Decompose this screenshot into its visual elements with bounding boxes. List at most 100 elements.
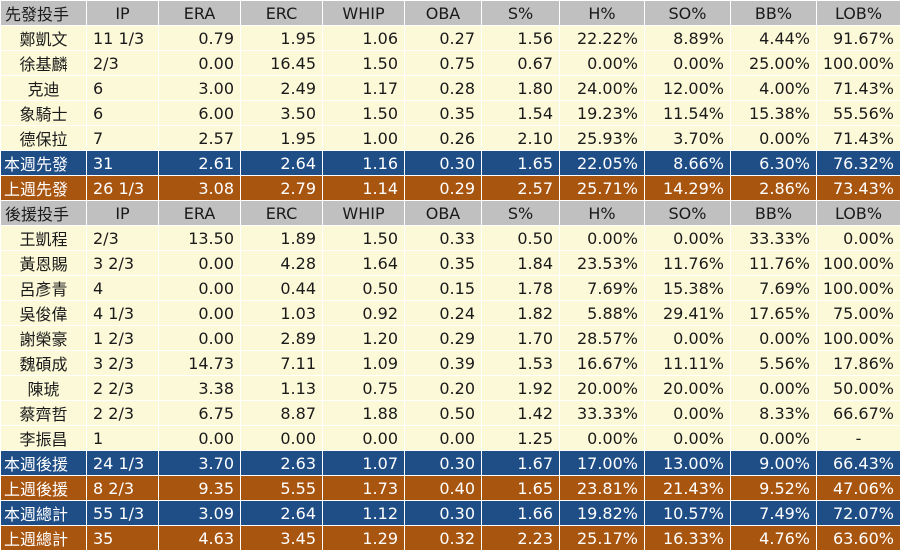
- reliever-oba-cell: 0.15: [404, 275, 482, 301]
- starter-whip-cell: 1.17: [322, 75, 405, 101]
- reliever-ip-cell: 2 2/3: [86, 400, 159, 426]
- starter-bb-pct-cell: 4.00%: [730, 75, 817, 101]
- relievers-last-week-oba-cell: 0.40: [404, 475, 482, 501]
- starters-this-week-ip-cell: 31: [86, 150, 159, 176]
- reliever-s-pct-cell: 1.70: [481, 325, 560, 351]
- starter-ip-cell: 2/3: [86, 50, 159, 76]
- starters-last-week-row: 上週先發 26 1/3 3.08 2.79 1.14 0.29 2.57 25.71% 14.2…: [0, 175, 900, 201]
- starters-header-era-cell: ERA: [158, 0, 241, 26]
- reliever-s-pct-cell: 1.82: [481, 300, 560, 326]
- totals-last-week-h-pct-cell: 25.17%: [559, 525, 645, 551]
- reliever-row: 謝榮豪 1 2/3 0.00 2.89 1.20 0.29 1.70 28.57% 0.00% 0…: [0, 325, 900, 351]
- reliever-ip-cell: 1: [86, 425, 159, 451]
- starter-name-cell: 德保拉: [0, 125, 87, 151]
- starter-erc-cell: 3.50: [240, 100, 323, 126]
- starter-oba-cell: 0.35: [404, 100, 482, 126]
- starters-header-h-pct-cell: H%: [559, 0, 645, 26]
- starters-header-bb-pct-cell: BB%: [730, 0, 817, 26]
- starter-s-pct-cell: 0.67: [481, 50, 560, 76]
- relievers-header-row: 後援投手 IP ERA ERC WHIP OBA S% H% SO% BB% LOB%: [0, 200, 900, 226]
- totals-last-week-name-cell: 上週總計: [0, 525, 87, 551]
- starter-row: 克迪 6 3.00 2.49 1.17 0.28 1.80 24.00% 12.00% 4.00%…: [0, 75, 900, 101]
- reliever-so-pct-cell: 29.41%: [644, 300, 731, 326]
- reliever-oba-cell: 0.35: [404, 250, 482, 276]
- reliever-name-cell: 呂彥青: [0, 275, 87, 301]
- starter-whip-cell: 1.50: [322, 50, 405, 76]
- reliever-lob-pct-cell: 50.00%: [816, 375, 900, 401]
- reliever-lob-pct-cell: 17.86%: [816, 350, 900, 376]
- reliever-bb-pct-cell: 0.00%: [730, 325, 817, 351]
- relievers-last-week-era-cell: 9.35: [158, 475, 241, 501]
- starters-this-week-s-pct-cell: 1.65: [481, 150, 560, 176]
- relievers-header-h-pct-cell: H%: [559, 200, 645, 226]
- reliever-whip-cell: 1.88: [322, 400, 405, 426]
- starters-this-week-erc-cell: 2.64: [240, 150, 323, 176]
- starter-bb-pct-cell: 15.38%: [730, 100, 817, 126]
- relievers-last-week-s-pct-cell: 1.65: [481, 475, 560, 501]
- reliever-ip-cell: 2 2/3: [86, 375, 159, 401]
- starter-lob-pct-cell: 91.67%: [816, 25, 900, 51]
- relievers-last-week-bb-pct-cell: 9.52%: [730, 475, 817, 501]
- reliever-ip-cell: 3 2/3: [86, 350, 159, 376]
- starters-this-week-lob-pct-cell: 76.32%: [816, 150, 900, 176]
- starter-lob-pct-cell: 71.43%: [816, 125, 900, 151]
- reliever-era-cell: 0.00: [158, 325, 241, 351]
- starter-ip-cell: 6: [86, 75, 159, 101]
- starter-s-pct-cell: 1.54: [481, 100, 560, 126]
- relievers-header-name-cell: 後援投手: [0, 200, 87, 226]
- starter-lob-pct-cell: 71.43%: [816, 75, 900, 101]
- relievers-this-week-bb-pct-cell: 9.00%: [730, 450, 817, 476]
- reliever-so-pct-cell: 20.00%: [644, 375, 731, 401]
- reliever-whip-cell: 0.00: [322, 425, 405, 451]
- relievers-header-so-pct-cell: SO%: [644, 200, 731, 226]
- starter-ip-cell: 11 1/3: [86, 25, 159, 51]
- starters-last-week-oba-cell: 0.29: [404, 175, 482, 201]
- relievers-this-week-so-pct-cell: 13.00%: [644, 450, 731, 476]
- reliever-name-cell: 蔡齊哲: [0, 400, 87, 426]
- reliever-row: 王凱程 2/3 13.50 1.89 1.50 0.33 0.50 0.00% 0.00% 33.…: [0, 225, 900, 251]
- reliever-bb-pct-cell: 33.33%: [730, 225, 817, 251]
- reliever-so-pct-cell: 0.00%: [644, 225, 731, 251]
- relievers-last-week-whip-cell: 1.73: [322, 475, 405, 501]
- starters-header-name-cell: 先發投手: [0, 0, 87, 26]
- reliever-name-cell: 李振昌: [0, 425, 87, 451]
- starter-ip-cell: 6: [86, 100, 159, 126]
- starter-row: 德保拉 7 2.57 1.95 1.00 0.26 2.10 25.93% 3.70% 0.00%…: [0, 125, 900, 151]
- totals-last-week-whip-cell: 1.29: [322, 525, 405, 551]
- totals-last-week-oba-cell: 0.32: [404, 525, 482, 551]
- starters-last-week-bb-pct-cell: 2.86%: [730, 175, 817, 201]
- totals-last-week-so-pct-cell: 16.33%: [644, 525, 731, 551]
- reliever-oba-cell: 0.39: [404, 350, 482, 376]
- totals-this-week-s-pct-cell: 1.66: [481, 500, 560, 526]
- starters-header-erc-cell: ERC: [240, 0, 323, 26]
- starter-s-pct-cell: 1.80: [481, 75, 560, 101]
- reliever-erc-cell: 0.00: [240, 425, 323, 451]
- relievers-header-s-pct-cell: S%: [481, 200, 560, 226]
- starters-this-week-name-cell: 本週先發: [0, 150, 87, 176]
- reliever-erc-cell: 4.28: [240, 250, 323, 276]
- totals-this-week-name-cell: 本週總計: [0, 500, 87, 526]
- reliever-ip-cell: 4: [86, 275, 159, 301]
- reliever-era-cell: 0.00: [158, 250, 241, 276]
- reliever-whip-cell: 0.50: [322, 275, 405, 301]
- reliever-erc-cell: 1.89: [240, 225, 323, 251]
- reliever-oba-cell: 0.50: [404, 400, 482, 426]
- relievers-header-bb-pct-cell: BB%: [730, 200, 817, 226]
- reliever-whip-cell: 1.20: [322, 325, 405, 351]
- starters-this-week-whip-cell: 1.16: [322, 150, 405, 176]
- reliever-oba-cell: 0.33: [404, 225, 482, 251]
- totals-this-week-oba-cell: 0.30: [404, 500, 482, 526]
- reliever-bb-pct-cell: 0.00%: [730, 375, 817, 401]
- totals-last-week-erc-cell: 3.45: [240, 525, 323, 551]
- reliever-h-pct-cell: 23.53%: [559, 250, 645, 276]
- starter-era-cell: 2.57: [158, 125, 241, 151]
- reliever-ip-cell: 1 2/3: [86, 325, 159, 351]
- starters-this-week-era-cell: 2.61: [158, 150, 241, 176]
- reliever-h-pct-cell: 33.33%: [559, 400, 645, 426]
- starter-row: 象騎士 6 6.00 3.50 1.50 0.35 1.54 19.23% 11.54% 15.3…: [0, 100, 900, 126]
- starters-this-week-so-pct-cell: 8.66%: [644, 150, 731, 176]
- relievers-header-whip-cell: WHIP: [322, 200, 405, 226]
- starter-h-pct-cell: 24.00%: [559, 75, 645, 101]
- reliever-oba-cell: 0.24: [404, 300, 482, 326]
